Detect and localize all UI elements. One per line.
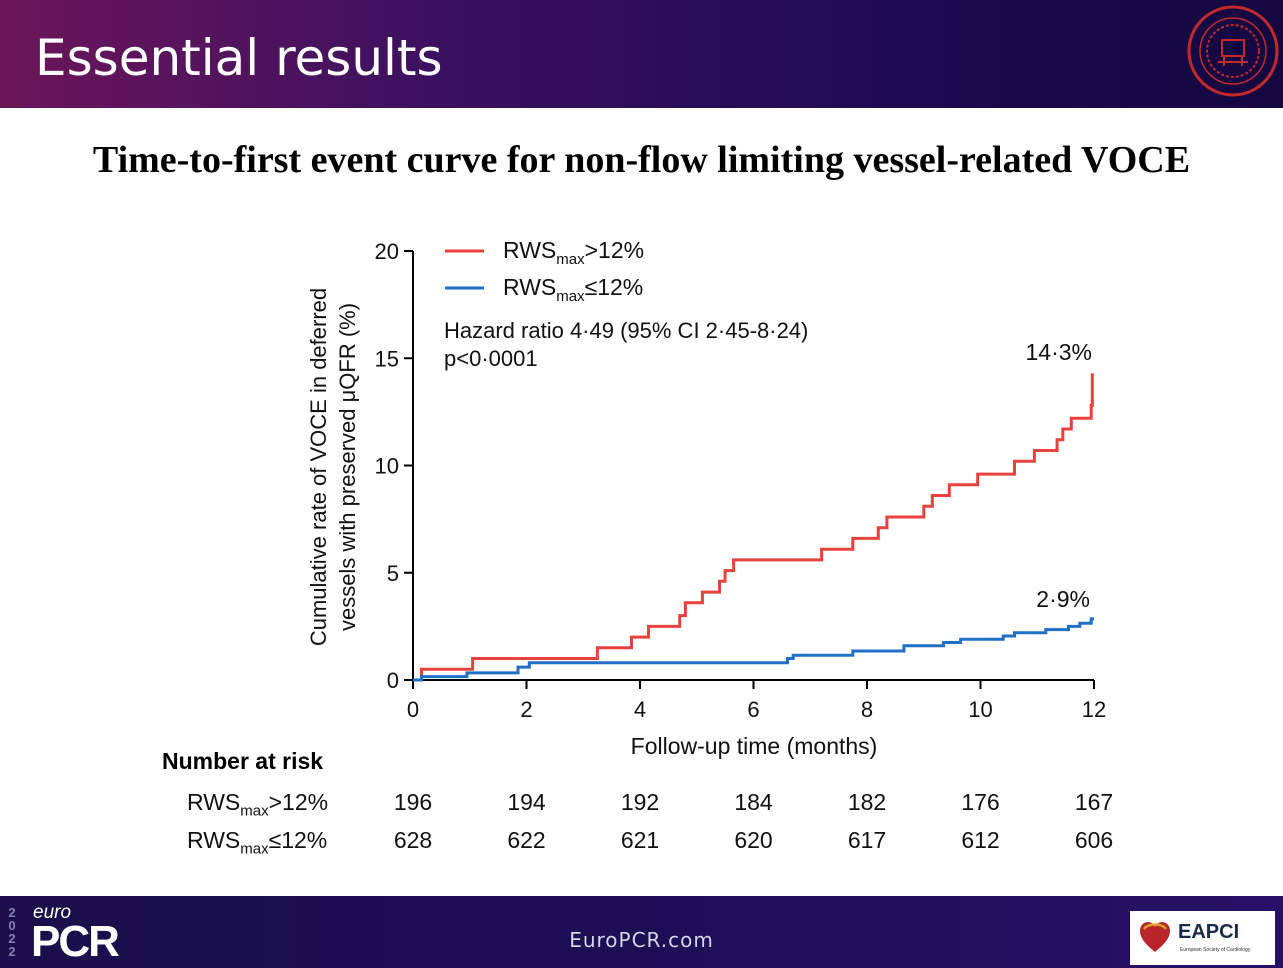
legend-label-red-sub: max	[556, 251, 585, 268]
risk-cell: 617	[847, 827, 887, 853]
number-at-risk-title: Number at risk	[162, 748, 324, 774]
europcr-logo-euro: euro	[33, 902, 72, 923]
series-line-blue	[413, 617, 1094, 682]
end-label-red: 14·3%	[1026, 339, 1092, 365]
y-tick-label: 10	[375, 454, 399, 479]
chart-axes	[412, 251, 1094, 681]
x-tick-label: 4	[634, 697, 646, 722]
p-value-annotation: p<0·0001	[444, 346, 538, 371]
y-tick-label: 15	[375, 346, 399, 371]
eapci-logo: EAPCI European Society of Cardiology	[1130, 911, 1275, 965]
series-line-red	[413, 373, 1094, 682]
x-tick-label: 6	[747, 697, 759, 722]
legend-label-red-cond: >12%	[585, 237, 644, 263]
europcr-logo-pcr: PCR	[31, 917, 120, 966]
y-axis-label-line1: Cumulative rate of VOCE in deferred	[306, 288, 331, 646]
x-tick-label: 12	[1082, 697, 1106, 722]
legend: RWSmax>12% RWSmax≤12%	[445, 237, 644, 305]
risk-cell: 606	[1074, 827, 1114, 853]
risk-cell: 194	[507, 789, 546, 815]
x-tick-label: 2	[520, 697, 532, 722]
hazard-ratio-annotation: Hazard ratio 4·49 (95% CI 2·45-8·24)	[444, 318, 808, 343]
legend-label-blue-cond: ≤12%	[585, 274, 644, 300]
risk-cell: 622	[507, 827, 546, 853]
y-tick-label: 0	[387, 668, 399, 693]
risk-row-label-blue-cond: ≤12%	[268, 827, 328, 853]
year-digit: 0	[8, 918, 16, 933]
year-digit: 2	[8, 905, 16, 920]
risk-cell: 182	[847, 789, 887, 815]
y-tick-label: 20	[375, 239, 399, 264]
risk-cell: 620	[734, 827, 773, 853]
legend-label-red: RWSmax>12%	[503, 237, 644, 268]
y-tick-label: 5	[387, 561, 399, 586]
legend-label-blue-sub: max	[556, 288, 585, 305]
footer-bar	[0, 896, 1283, 968]
x-tick-label: 8	[861, 697, 873, 722]
risk-row-label-blue: RWSmax≤12%	[187, 827, 327, 858]
legend-label-red-main: RWS	[503, 237, 556, 263]
chart-title: Time-to-first event curve for non-flow l…	[92, 139, 1191, 181]
eapci-subtext: European Society of Cardiology	[1180, 947, 1251, 953]
header-bar	[0, 0, 1283, 108]
risk-cell: 192	[620, 789, 660, 815]
risk-row-label-red-sub: max	[240, 802, 269, 820]
risk-row-label-blue-sub: max	[240, 840, 269, 858]
risk-row-label-red-main: RWS	[187, 789, 241, 815]
risk-cell: 196	[393, 789, 433, 815]
footer-url: EuroPCR.com	[569, 928, 714, 952]
risk-cell: 628	[393, 827, 433, 853]
risk-row-label-blue-main: RWS	[187, 827, 241, 853]
x-tick-label: 0	[407, 697, 419, 722]
risk-cell: 612	[961, 827, 1000, 853]
x-tick-label: 10	[968, 697, 992, 722]
end-label-blue: 2·9%	[1036, 586, 1090, 612]
risk-row-label-red-cond: >12%	[268, 789, 329, 815]
year-digit: 2	[8, 944, 16, 959]
legend-label-blue: RWSmax≤12%	[503, 274, 643, 305]
risk-row-label-red: RWSmax>12%	[187, 789, 328, 820]
y-axis-label-line2: vessels with preserved μQFR (%)	[335, 303, 360, 631]
risk-cell: 167	[1074, 789, 1114, 815]
eapci-text: EAPCI	[1178, 921, 1240, 943]
year-vertical-text: 2 0 2 2	[2, 906, 22, 958]
year-digit: 2	[8, 931, 16, 946]
risk-cell: 176	[961, 789, 1000, 815]
legend-label-blue-main: RWS	[503, 274, 556, 300]
heart-icon	[1140, 922, 1170, 952]
slide-title: Essential results	[35, 29, 443, 87]
risk-cell: 184	[734, 789, 773, 815]
risk-cell: 621	[620, 827, 660, 853]
university-seal-icon	[1187, 5, 1279, 97]
x-axis-label: Follow-up time (months)	[631, 733, 878, 759]
